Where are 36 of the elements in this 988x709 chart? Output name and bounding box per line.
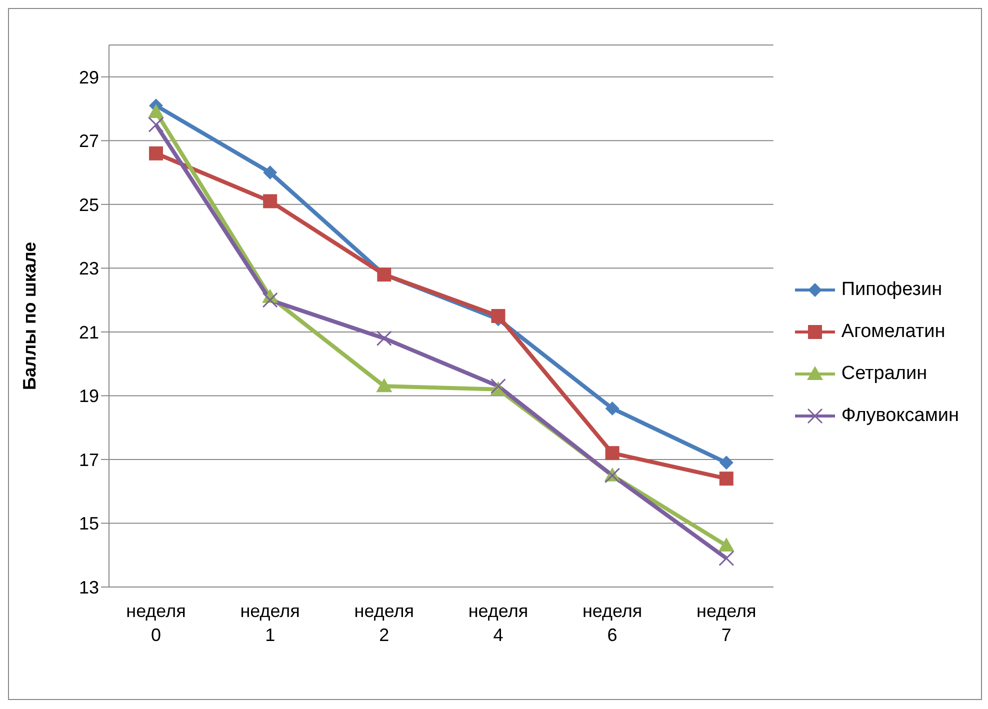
y-tick-label: 13 bbox=[78, 577, 99, 598]
x-tick-label: неделя 1 bbox=[240, 601, 300, 645]
x-tick-label: неделя 4 bbox=[468, 601, 528, 645]
y-tick-label: 25 bbox=[78, 194, 99, 215]
point bbox=[148, 104, 164, 118]
y-tick-label: 21 bbox=[78, 322, 99, 342]
point bbox=[490, 378, 506, 394]
point bbox=[718, 550, 734, 566]
x-tick-label: неделя 6 bbox=[582, 601, 642, 645]
point bbox=[263, 194, 278, 208]
y-tick-label: 27 bbox=[78, 131, 99, 152]
point bbox=[605, 401, 620, 416]
y-tick-label: 19 bbox=[78, 386, 99, 406]
legend-label: Агомелатин bbox=[841, 321, 946, 343]
point bbox=[376, 330, 392, 346]
y-tick-label: 17 bbox=[78, 450, 99, 470]
x-tick-label: неделя 2 bbox=[354, 601, 414, 645]
point bbox=[719, 456, 734, 470]
point bbox=[719, 472, 734, 486]
point bbox=[491, 309, 506, 323]
point bbox=[718, 538, 734, 552]
y-tick-label: 23 bbox=[78, 258, 99, 279]
point bbox=[376, 378, 392, 392]
x-tick-label: неделя 7 bbox=[696, 601, 756, 645]
x-tick-label: неделя 0 bbox=[126, 601, 186, 645]
legend-label: Пипофезин bbox=[841, 279, 942, 301]
y-axis-title: Баллы по шкале bbox=[19, 242, 40, 390]
y-tick-label: 15 bbox=[78, 514, 99, 534]
point bbox=[262, 292, 278, 308]
point bbox=[148, 116, 164, 132]
y-tick-label: 29 bbox=[78, 67, 99, 88]
point bbox=[605, 446, 620, 460]
legend-label: Сетралин bbox=[841, 363, 928, 385]
point bbox=[263, 166, 278, 180]
legend-label: Флувоксамин bbox=[841, 405, 959, 427]
point bbox=[149, 146, 163, 160]
